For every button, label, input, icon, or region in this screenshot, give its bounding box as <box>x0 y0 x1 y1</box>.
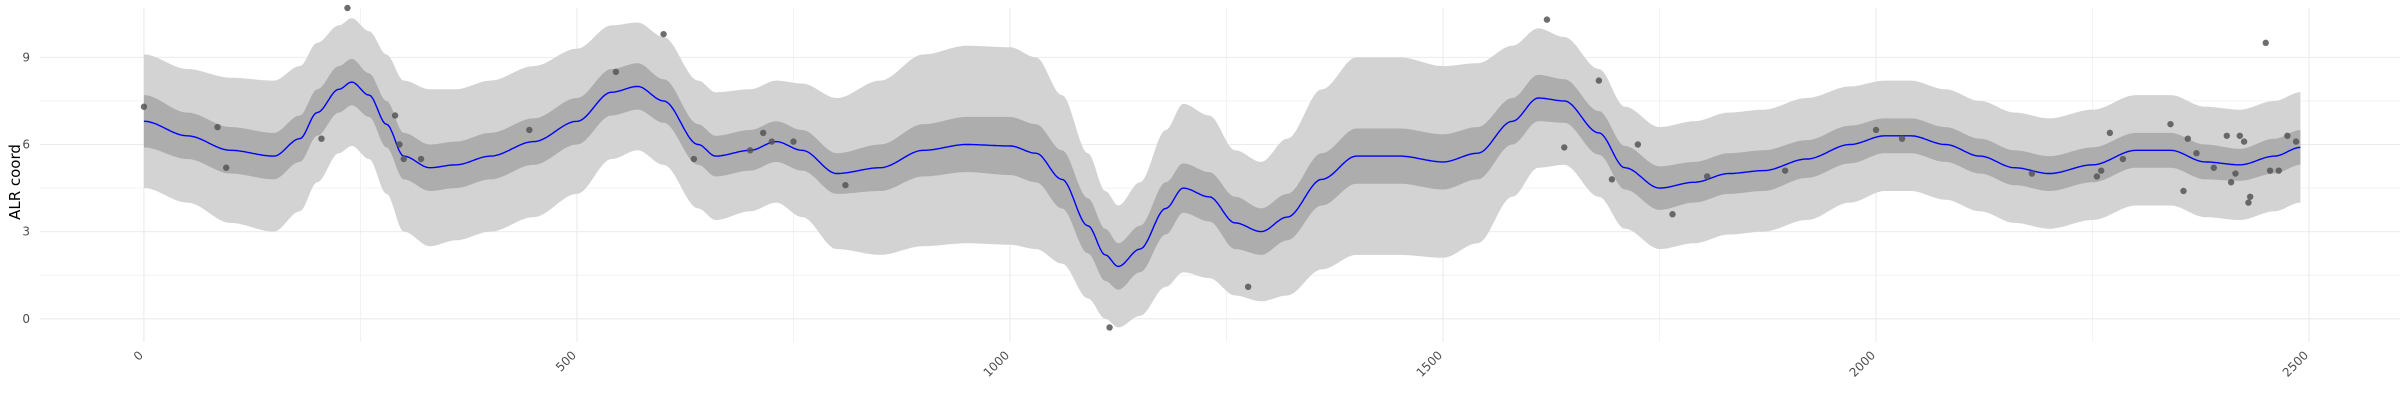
data-point <box>2193 150 2200 157</box>
data-point <box>2245 199 2252 206</box>
y-axis-title: ALR coord <box>6 144 24 220</box>
data-point <box>690 155 698 163</box>
data-point <box>2098 167 2105 174</box>
data-point <box>2232 170 2239 177</box>
y-tick-label: 0 <box>22 312 30 326</box>
x-tick-label: 2500 <box>2280 348 2311 379</box>
data-point <box>2119 155 2127 163</box>
data-point <box>2240 138 2248 145</box>
data-point <box>1106 324 1113 331</box>
observed-points <box>140 4 2300 331</box>
data-point <box>400 155 407 163</box>
data-point <box>1898 135 1906 142</box>
data-point <box>1634 141 1642 148</box>
data-point <box>140 103 148 110</box>
data-point <box>1595 77 1603 84</box>
data-point <box>1561 144 1568 151</box>
data-point <box>790 138 797 145</box>
data-point <box>1703 173 1711 180</box>
data-point <box>2223 132 2230 139</box>
data-point <box>2262 39 2269 47</box>
data-point <box>2227 179 2235 186</box>
y-tick-label: 9 <box>22 50 30 64</box>
data-point <box>2236 132 2243 139</box>
x-tick-label: 500 <box>553 348 579 374</box>
data-point <box>2266 167 2274 174</box>
y-tick-label: 6 <box>22 138 30 152</box>
x-tick-label: 1500 <box>1414 348 1445 379</box>
data-point <box>396 141 403 148</box>
data-point <box>612 68 620 76</box>
data-point <box>2275 167 2282 174</box>
data-point <box>2028 170 2036 177</box>
data-point <box>1543 16 1551 23</box>
data-point <box>344 4 351 12</box>
data-point <box>2246 193 2254 200</box>
data-point <box>1781 167 1789 174</box>
data-point <box>214 123 221 131</box>
data-point <box>660 30 667 38</box>
data-point <box>223 164 230 171</box>
data-point <box>1872 126 1880 134</box>
outer-credible-band <box>143 18 2301 328</box>
inner-credible-band <box>143 58 2301 290</box>
posterior-mean-line <box>143 81 2301 268</box>
data-point <box>2180 187 2187 195</box>
data-point <box>842 181 849 189</box>
data-point <box>1608 176 1616 183</box>
data-point <box>2093 173 2101 180</box>
data-point <box>391 112 399 119</box>
data-point <box>2284 132 2291 139</box>
y-tick-label: 3 <box>22 225 30 239</box>
data-point <box>768 138 776 145</box>
x-tick-label: 0 <box>131 348 146 363</box>
data-point <box>318 135 325 142</box>
data-point <box>2210 164 2217 171</box>
data-point <box>2167 120 2174 128</box>
x-tick-label: 2000 <box>1847 348 1878 379</box>
data-point <box>759 129 767 137</box>
data-point <box>417 155 425 163</box>
data-point <box>1244 283 1252 291</box>
x-tick-label: 1000 <box>981 348 1012 379</box>
data-point <box>2184 135 2192 142</box>
data-point <box>526 126 533 134</box>
y-axis-ticks: 0 3 6 9 <box>22 50 30 325</box>
data-point <box>1669 211 1676 218</box>
data-point <box>746 147 754 154</box>
x-axis-ticks: 0 500 1000 1500 2000 2500 <box>131 348 2311 379</box>
data-point <box>2106 129 2114 137</box>
data-point <box>2292 138 2300 145</box>
